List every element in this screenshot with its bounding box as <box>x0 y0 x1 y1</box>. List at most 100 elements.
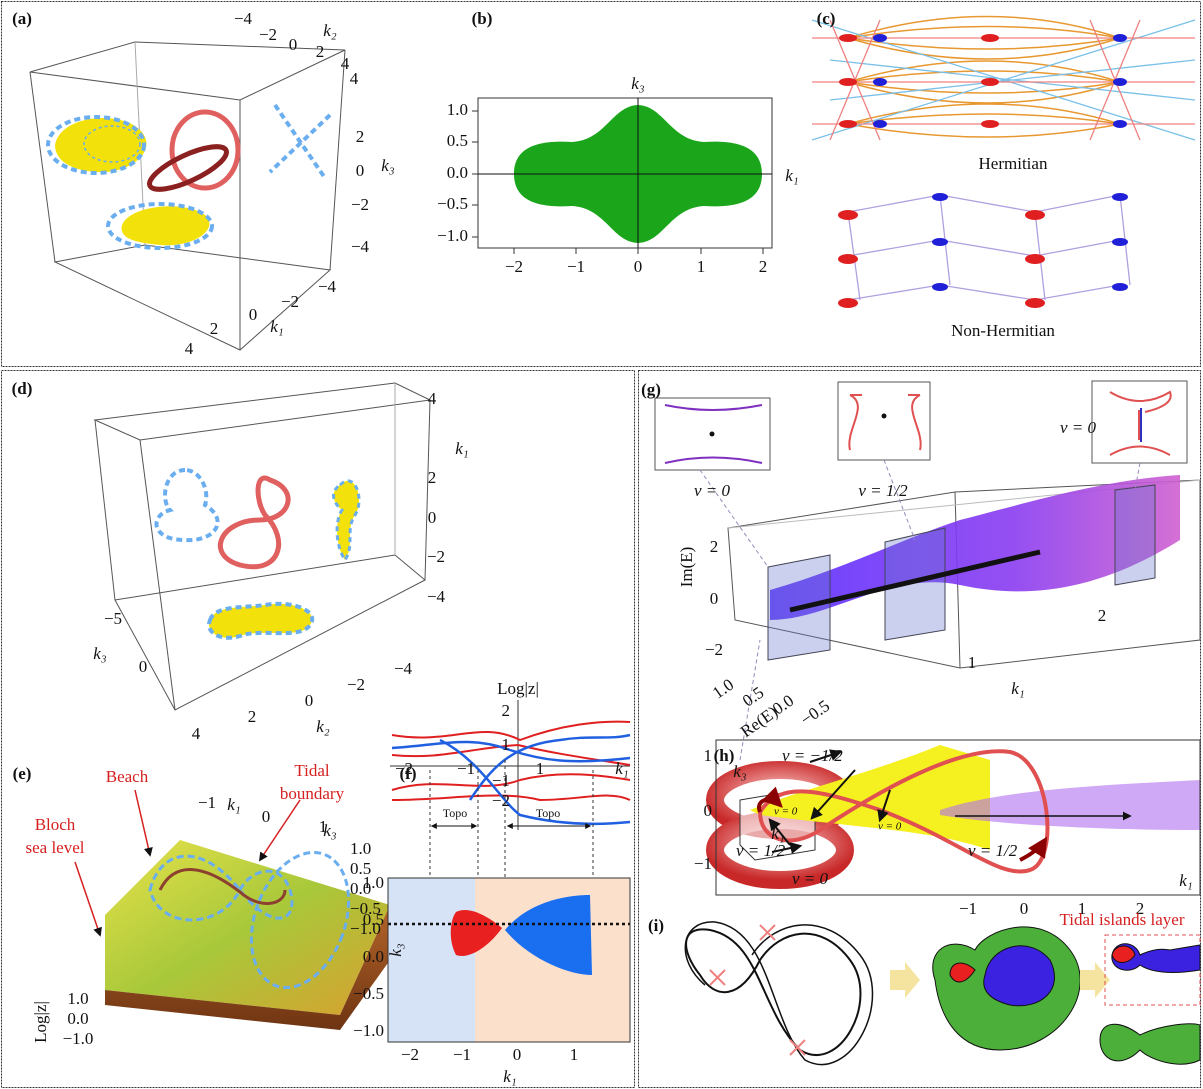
panel-label: (c) <box>817 9 836 28</box>
purple-sheet <box>770 475 1180 620</box>
shape <box>839 120 857 128</box>
cube <box>93 382 432 711</box>
region <box>388 878 475 1042</box>
dashed-loop <box>148 854 294 922</box>
annotation: v = 0 <box>878 821 902 833</box>
shape <box>847 60 1121 83</box>
dashed-loop <box>154 467 220 543</box>
axis-label: k₂ <box>323 21 337 40</box>
tick-label: −2 <box>427 547 445 566</box>
shape <box>884 527 946 641</box>
shape <box>1113 120 1127 128</box>
tick-label: 4 <box>350 69 359 88</box>
shape <box>847 70 1121 83</box>
dashed-loop <box>46 115 146 175</box>
panel-e-art <box>74 789 390 1030</box>
tick-label: −4 <box>427 587 446 606</box>
shape <box>873 78 887 86</box>
shape <box>838 34 1045 308</box>
tick-label: 0 <box>249 305 258 324</box>
tick-label: −2 <box>395 759 413 778</box>
shape <box>981 120 999 128</box>
annotation: boundary <box>280 784 345 803</box>
shape <box>664 404 763 464</box>
shape <box>391 740 631 763</box>
shape <box>847 194 1131 301</box>
tick-label: −1.0 <box>353 1021 384 1040</box>
axis-label: k₁ <box>503 1067 516 1086</box>
dot <box>709 431 715 437</box>
annotation: v = 0 <box>694 481 731 500</box>
tick-label: −4 <box>318 277 337 296</box>
tick-label: 4 <box>185 339 194 358</box>
blue-bands <box>391 733 631 825</box>
annotation: sea level <box>26 838 85 857</box>
black-line <box>789 549 1041 613</box>
shape <box>424 399 431 581</box>
panel-label: (g) <box>641 380 661 399</box>
arrows <box>768 749 891 846</box>
panel-a-art <box>29 41 346 351</box>
tick-label: 2 <box>248 707 257 726</box>
tick-label: 1 <box>319 817 328 836</box>
shape <box>848 394 922 451</box>
axis-label: k₃ <box>631 74 645 93</box>
axis-label: k₁ <box>1179 871 1192 890</box>
tick-label: 2 <box>356 127 365 146</box>
contour <box>685 928 862 1056</box>
tick-label: −4 <box>394 659 413 678</box>
panel-i-art <box>684 921 1201 1066</box>
tick-label: 1 <box>704 746 713 765</box>
tidal-curve <box>158 868 287 906</box>
tick-label: 0 <box>139 657 148 676</box>
shape <box>1114 484 1156 586</box>
tick-label: 0.0 <box>447 163 468 182</box>
contour <box>684 921 874 1066</box>
hermitian-arcs <box>847 15 1121 138</box>
tick-label: 0 <box>513 1045 522 1064</box>
axis-label: k₃ <box>733 762 747 781</box>
shape <box>1025 254 1045 264</box>
shape <box>839 34 857 42</box>
tick-label: −1.0 <box>63 1029 94 1048</box>
tick-label: −2 <box>492 791 510 810</box>
red-island <box>949 962 976 983</box>
tick-label: 0 <box>356 161 365 180</box>
annotation: v = 1/2 <box>968 841 1018 860</box>
panel-label: (d) <box>12 379 33 398</box>
shape <box>838 210 858 220</box>
shape <box>139 439 176 711</box>
red-knot <box>217 475 291 570</box>
axis-label: k₁ <box>785 166 798 185</box>
arrow <box>771 842 803 854</box>
dashed-loop <box>249 850 351 990</box>
blue-island <box>983 945 1055 1007</box>
axis-label: k₁ <box>771 824 784 843</box>
yellow-island <box>55 118 147 173</box>
tick-label: 2 <box>1098 606 1107 625</box>
shape <box>439 738 631 825</box>
crossings <box>709 924 806 1056</box>
tick-label: 0 <box>634 257 643 276</box>
tick-label: 2 <box>428 468 437 487</box>
axis-label: k₃ <box>386 943 405 957</box>
shape <box>809 749 843 763</box>
red-island <box>1111 945 1136 963</box>
axis-label: Im(E) <box>677 547 696 588</box>
tick-label: 1 <box>536 759 545 778</box>
shape <box>839 78 857 86</box>
panel-d-art <box>93 382 432 711</box>
shape <box>74 861 102 937</box>
tick-label: 0 <box>1020 899 1029 918</box>
tick-label: −4 <box>351 237 370 256</box>
shape <box>837 381 931 461</box>
sites <box>838 34 1128 308</box>
tick-label: 4 <box>428 389 437 408</box>
shape <box>981 34 999 42</box>
tick-label: −2 <box>347 675 365 694</box>
shape <box>847 194 1121 301</box>
shape <box>391 773 631 791</box>
shape <box>1112 283 1128 291</box>
insets <box>654 380 1188 471</box>
annotation: Beach <box>106 767 149 786</box>
